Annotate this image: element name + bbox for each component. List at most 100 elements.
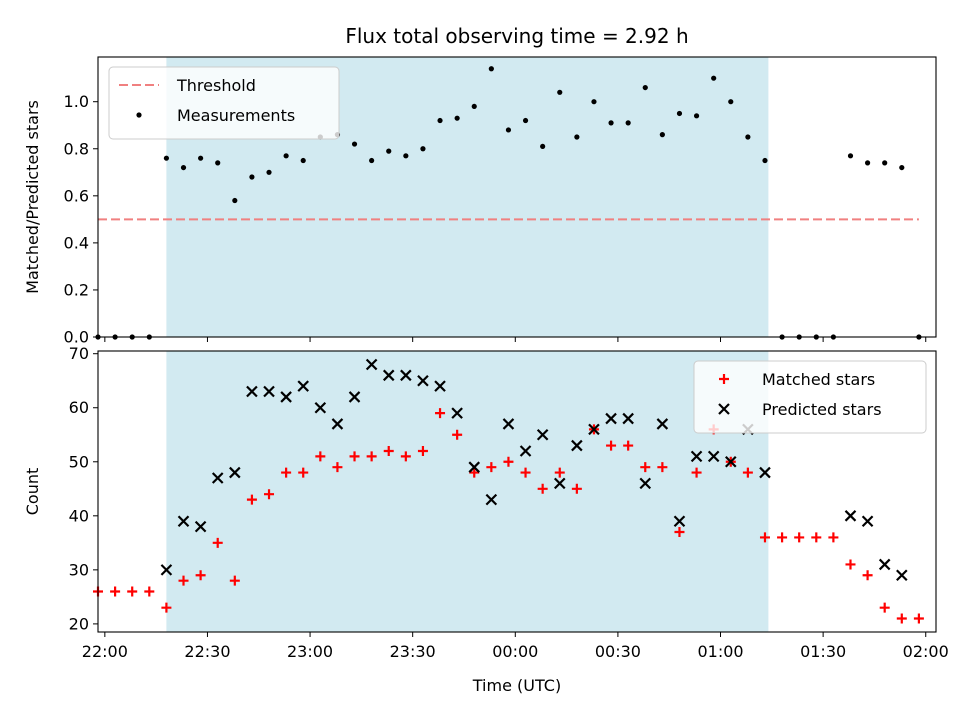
data-point <box>794 532 805 543</box>
y-tick-label: 0.2 <box>64 280 89 299</box>
data-point <box>505 127 512 133</box>
data-point <box>622 412 634 425</box>
data-point <box>847 153 854 159</box>
data-point <box>280 391 292 403</box>
data-point <box>728 99 734 105</box>
y-tick-label: 30 <box>69 560 89 579</box>
axes-frame <box>97 350 937 633</box>
legend: Matched stars Predicted stars <box>693 360 927 434</box>
data-point <box>724 456 737 468</box>
data-point <box>657 462 668 473</box>
data-point <box>745 134 751 140</box>
legend: Threshold Measurements <box>108 66 340 140</box>
data-point <box>246 494 257 505</box>
data-point <box>386 148 392 154</box>
data-point <box>811 532 822 543</box>
data-point <box>711 75 717 81</box>
data-point <box>283 153 289 159</box>
data-point <box>828 532 839 543</box>
y-tick-label: 0.8 <box>64 139 89 158</box>
data-point <box>913 613 924 624</box>
chart-title: Flux total observing time = 2.92 h <box>345 24 688 48</box>
data-point <box>177 515 190 527</box>
axes-frame <box>97 56 937 338</box>
data-point <box>366 451 377 462</box>
data-point <box>127 586 138 597</box>
data-point <box>574 134 580 140</box>
data-point <box>864 160 871 166</box>
data-point <box>690 450 703 463</box>
legend-marker-swatch <box>718 403 730 415</box>
data-point <box>469 467 480 478</box>
x-tick-label: 23:00 <box>287 642 333 661</box>
legend-marker-swatch <box>136 112 142 118</box>
x-tick-label: 01:00 <box>697 642 743 661</box>
data-point <box>110 586 121 597</box>
data-point <box>437 117 443 124</box>
data-point <box>229 575 240 586</box>
y-tick-label: 1.0 <box>64 92 89 111</box>
legend-marker-swatch <box>719 374 729 384</box>
data-point <box>777 532 788 543</box>
legend-label: Threshold <box>176 76 256 95</box>
data-point <box>571 439 583 452</box>
data-point <box>608 120 614 126</box>
data-point <box>246 385 258 398</box>
data-point <box>452 429 463 440</box>
data-point <box>349 451 360 462</box>
data-point <box>471 103 477 110</box>
data-point <box>519 445 532 457</box>
data-point <box>896 613 907 624</box>
data-point <box>297 380 310 392</box>
x-tick-label: 01:30 <box>800 642 846 661</box>
data-point <box>212 537 223 548</box>
data-point <box>194 520 207 533</box>
data-point <box>673 515 686 527</box>
data-point <box>264 489 275 500</box>
data-point <box>144 586 155 597</box>
y-tick-label: 60 <box>69 398 89 417</box>
data-point <box>195 570 206 581</box>
data-point <box>351 141 358 147</box>
y-tick-label: 0.6 <box>64 186 89 205</box>
data-point <box>383 445 394 456</box>
data-point <box>879 602 890 613</box>
legend-box <box>693 360 927 434</box>
x-tick-label: 00:00 <box>492 642 538 661</box>
data-point <box>882 160 888 166</box>
data-point <box>249 174 255 180</box>
data-point <box>314 401 327 414</box>
data-point <box>520 467 531 478</box>
data-point <box>332 462 343 473</box>
data-point <box>502 418 515 430</box>
data-point <box>263 385 275 398</box>
data-point <box>215 160 221 166</box>
data-point <box>606 440 617 451</box>
data-point <box>198 155 204 161</box>
data-point <box>762 157 768 164</box>
data-point <box>417 445 428 456</box>
data-point <box>298 467 309 478</box>
data-point <box>315 451 326 462</box>
data-point <box>659 132 665 138</box>
data-point <box>486 462 497 473</box>
data-point <box>400 451 411 462</box>
series-matched-stars <box>93 408 924 624</box>
x-tick-label: 22:30 <box>184 642 230 661</box>
data-point <box>348 391 361 403</box>
bottom-panel: 20 30 40 50 60 70 22:00 22:30 23:00 23:30 00:00 00:… <box>23 344 949 695</box>
data-point <box>691 467 702 478</box>
y-tick-label: 0.4 <box>64 233 89 252</box>
data-point <box>281 467 292 478</box>
data-point <box>759 466 771 479</box>
data-point <box>625 120 631 126</box>
x-tick-label: 22:00 <box>82 642 128 661</box>
data-point <box>742 467 753 478</box>
data-point <box>161 602 172 613</box>
y-tick-label: 70 <box>69 344 89 363</box>
data-point <box>640 462 651 473</box>
x-tick-label: 02:00 <box>903 642 949 661</box>
data-point <box>591 99 597 105</box>
data-point <box>759 532 770 543</box>
data-point <box>503 456 514 467</box>
